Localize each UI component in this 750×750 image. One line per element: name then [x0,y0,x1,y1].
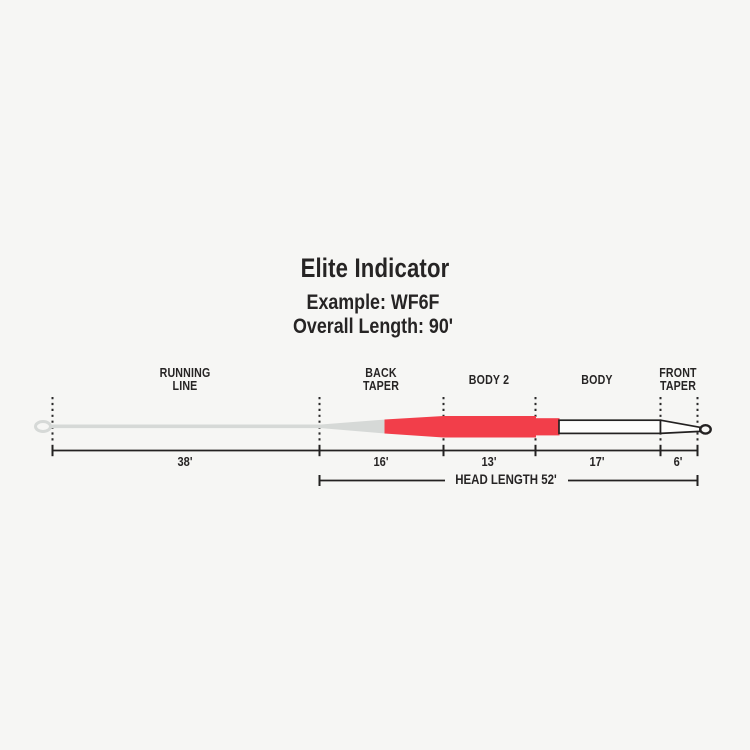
page-title: Elite Indicator [300,253,450,283]
section-label-back-taper: BACK TAPER [362,366,400,393]
front-welded-loop [699,423,712,435]
length-label-back-taper: 16' [373,454,389,469]
head-length-line-group [318,475,699,486]
body-clear-segment [558,419,662,435]
section-label-front-taper: FRONT TAPER [659,366,697,393]
front-taper-shape [659,419,701,435]
dimension-line-group [51,444,699,457]
length-label-body: 17' [589,454,605,469]
example-line-code: Example: WF6F [306,291,440,314]
length-label-body2: 13' [481,454,497,469]
length-label-running-line: 38' [177,454,193,469]
running-line-segment [50,424,322,429]
dimension-ticks [51,444,699,457]
head-length-label: HEAD LENGTH 52' [455,472,557,487]
back-taper-red-wedge [384,416,444,438]
length-label-front-taper: 6' [673,454,683,469]
back-taper-gray-wedge [321,419,385,434]
section-label-body2: BODY 2 [468,372,510,387]
overall-length: Overall Length: 90' [293,315,453,338]
section-boundary-dotted-lines [51,397,699,444]
back-welded-loop [34,420,52,433]
body-red-step-segment [535,418,560,436]
section-label-body: BODY [581,372,613,387]
section-label-running-line: RUNNING LINE [159,366,211,393]
body2-segment [443,416,536,438]
